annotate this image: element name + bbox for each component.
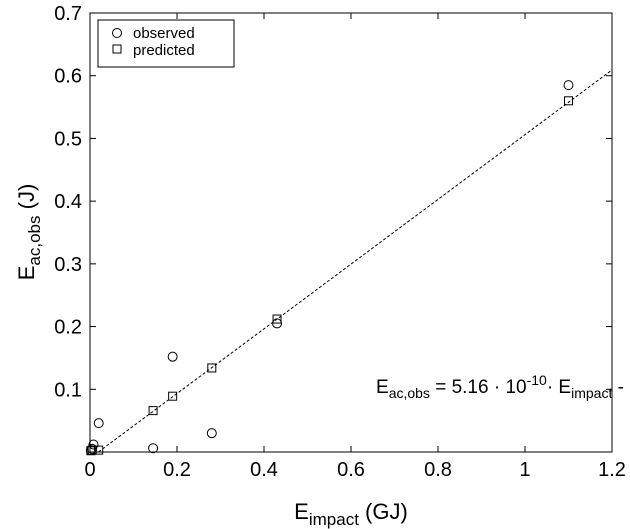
observed-point (167, 351, 178, 362)
x-tick-label: 0.8 (424, 459, 452, 481)
y-tick-label: 0.4 (54, 191, 82, 213)
fit-equation: Eac,obs = 5.16 · 10-10· Eimpact - 0.01 (376, 372, 630, 401)
axis-ticks: 0 0.2 0.4 0.6 0.8 1 1.2 0.1 0.2 0.3 0.4 0.5 0.6 0.7 (54, 3, 626, 481)
legend-marker-observed (112, 28, 122, 38)
y-tick-label: 0.7 (54, 3, 82, 25)
y-tick-label: 0.1 (54, 379, 82, 401)
x-axis-label-main: E (294, 499, 309, 524)
predicted-point (87, 445, 97, 455)
observed-point (88, 439, 99, 450)
predicted-point (564, 96, 573, 106)
predicted-point (272, 314, 282, 324)
x-tick-label: 0.2 (163, 459, 191, 481)
x-tick-label: 1.2 (598, 459, 626, 481)
y-tick-label: 0.2 (54, 317, 82, 339)
observed-point (93, 418, 104, 429)
y-axis-label-main: E (14, 266, 39, 281)
eq-mid: = 5.16 · 10 (430, 377, 527, 398)
legend-marker-predicted (112, 44, 122, 54)
plot-area (89, 12, 613, 453)
x-axis-label: Eimpact (GJ) (294, 499, 408, 529)
y-axis-label-unit: (J) (14, 184, 39, 216)
x-tick-label: 0.4 (250, 459, 278, 481)
observed-point (148, 443, 159, 454)
legend-label-observed: observed (133, 25, 195, 42)
observed-point (563, 80, 574, 91)
eq-tail: - 0.01 (612, 377, 630, 398)
x-tick-label: 1 (519, 459, 530, 481)
data-points (85, 80, 574, 456)
eq-lhs-sub: ac,obs (389, 385, 430, 401)
x-axis-label-unit: (GJ) (359, 499, 408, 524)
y-tick-label: 0.6 (54, 66, 82, 88)
legend-label-predicted: predicted (133, 42, 195, 59)
eq-exponent: -10 (527, 372, 547, 388)
fit-line (98, 69, 613, 453)
eq-lhs-main: E (376, 377, 389, 398)
predicted-point (207, 363, 217, 373)
predicted-point (148, 406, 158, 416)
y-axis-label-sub: ac,obs (25, 215, 44, 265)
predicted-point (94, 445, 104, 455)
eq-rhs-sub: impact (571, 385, 612, 401)
x-axis-label-sub: impact (309, 510, 359, 529)
fit-line-group (98, 69, 613, 453)
predicted-point (168, 391, 178, 401)
legend-box (97, 19, 235, 68)
eq-mid2: · E (547, 377, 571, 398)
y-tick-label: 0.3 (54, 254, 82, 276)
observed-point (206, 428, 217, 439)
x-tick-label: 0 (84, 459, 95, 481)
legend: observed predicted (97, 19, 235, 68)
y-tick-label: 0.5 (54, 128, 82, 150)
x-tick-label: 0.6 (337, 459, 365, 481)
y-axis-label: Eac,obs (J) (14, 184, 44, 281)
